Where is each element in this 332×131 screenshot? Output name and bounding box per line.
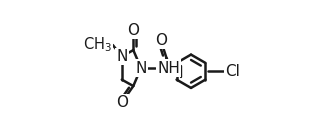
Text: O: O	[116, 95, 128, 110]
Text: O: O	[155, 33, 167, 48]
Text: N: N	[135, 61, 147, 76]
Text: NH: NH	[157, 61, 180, 76]
Text: N: N	[116, 49, 127, 64]
Text: O: O	[127, 23, 139, 38]
Text: CH$_3$: CH$_3$	[83, 35, 112, 54]
Text: Cl: Cl	[225, 64, 240, 79]
